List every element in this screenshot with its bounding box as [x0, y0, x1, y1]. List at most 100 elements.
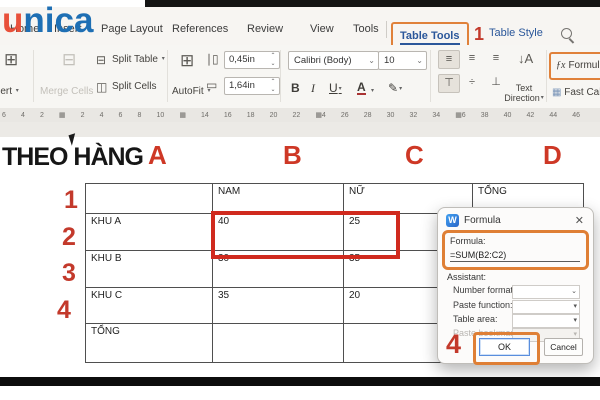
top-black-strip [145, 0, 600, 7]
insert-button[interactable]: Insert ▾ [0, 86, 19, 97]
fast-calculate-button[interactable]: ▦ Fast Calcu [552, 87, 600, 98]
ruler-mark: 10 [156, 111, 165, 119]
ruler-mark: ▦4 [315, 112, 326, 119]
ruler-mark: ▦ [58, 112, 66, 119]
underline-button[interactable]: U▾ [329, 81, 342, 95]
table-cell-a4[interactable]: KHU C [85, 287, 213, 324]
split-table-icon: ⊟ [96, 53, 107, 67]
combo-chevron-icon: ⌄ [571, 288, 577, 295]
tab-insert[interactable]: Insert [54, 23, 82, 35]
highlight-button[interactable]: ✎▾ [388, 81, 402, 95]
text-direction-button[interactable]: Text Direction▾ [504, 83, 544, 103]
ruler-mark: ▦ [179, 112, 186, 119]
align-top-left-button[interactable]: ≡ [438, 50, 460, 69]
ruler-mark: 2 [39, 111, 44, 119]
autofit-button[interactable]: AutoFit ▾ [172, 86, 211, 97]
logo-letters-nica: nica [23, 1, 94, 40]
annotation-col-d: D [543, 140, 562, 170]
table-cell-a5[interactable]: TỔNG [85, 323, 213, 363]
chevron-down-icon: ▾ [540, 95, 544, 101]
tab-home[interactable]: Home [10, 23, 40, 35]
annotation-col-b: B [283, 140, 302, 170]
table-cell-a3[interactable]: KHU B [85, 250, 213, 288]
group-divider [430, 50, 431, 102]
annotation-col-c: C [405, 140, 424, 170]
col-width-input[interactable]: 1,64in ⌃ ⌄ [224, 77, 280, 95]
ruler-mark: 6 [2, 111, 6, 119]
ruler-mark: 30 [386, 111, 395, 119]
chevron-down-icon: ▾ [15, 88, 19, 94]
number-format-select[interactable]: ⌄ [512, 285, 580, 299]
ruler-mark: 46 [572, 111, 580, 119]
text-direction-icon: ↓A [518, 51, 534, 66]
valign-top-button[interactable]: ⊤ [438, 74, 460, 93]
table-cell-a2[interactable]: KHU A [85, 213, 213, 251]
align-center-button[interactable]: ≡ [468, 52, 476, 64]
tab-tools[interactable]: Tools [353, 23, 379, 35]
group-divider [280, 50, 281, 102]
wps-writer-icon: W [446, 214, 459, 227]
font-color-button[interactable]: A [357, 80, 366, 95]
table-cell-a1[interactable] [85, 183, 213, 214]
search-icon[interactable] [561, 28, 572, 39]
combo-chevron-icon: ⌄ [368, 56, 375, 65]
tab-page-layout[interactable]: Page Layout [101, 23, 163, 35]
spinner[interactable]: ⌃ ⌄ [270, 79, 276, 93]
ruler-mark: 8 [137, 111, 142, 119]
ruler-mark: 20 [269, 111, 278, 119]
annotation-step-4: 4 [446, 329, 462, 359]
chevron-down-icon: ▾ [338, 86, 342, 92]
ruler-mark: 18 [246, 111, 255, 119]
menu-tab-bar: Home Insert Page Layout References Revie… [0, 7, 600, 49]
annotation-ok-box [473, 332, 540, 365]
valign-bottom-button[interactable]: ⊥ [491, 76, 501, 88]
ok-button[interactable]: OK [479, 338, 530, 356]
paste-function-label: Paste function: [453, 300, 513, 310]
dropdown-arrow-icon: ▾ [573, 331, 577, 338]
ruler-mark: ▦6 [455, 112, 466, 119]
spinner[interactable]: ⌃ ⌄ [270, 53, 276, 67]
table-area-select[interactable]: ▾ [512, 314, 580, 328]
split-cells-button[interactable]: Split Cells [112, 81, 157, 92]
split-table-button[interactable]: Split Table ▾ [112, 54, 165, 65]
row-height-input[interactable]: 0,45in ⌃ ⌄ [224, 51, 280, 69]
ruler-mark: 14 [201, 111, 209, 119]
font-size-select[interactable]: 10 ⌄ [378, 51, 427, 70]
paste-function-select[interactable]: ▾ [512, 300, 580, 314]
fast-calc-icon: ▦ [552, 87, 562, 98]
valign-center-button[interactable]: ÷ [468, 76, 476, 88]
table-cell-b4[interactable]: 35 [212, 287, 344, 324]
tab-references[interactable]: References [172, 23, 229, 35]
formula-input[interactable]: =SUM(B2:C2) [450, 250, 580, 262]
annotation-col-a: A [148, 140, 167, 170]
formula-button[interactable]: ƒxFormula [549, 52, 600, 80]
bottom-black-strip [0, 377, 600, 386]
ruler-mark: 40 [503, 111, 512, 119]
row-height-icon: ∣▯ [206, 52, 219, 66]
italic-button[interactable]: I [311, 81, 315, 95]
group-divider [546, 50, 547, 102]
tab-table-tools[interactable]: Table Tools [400, 30, 460, 45]
table-cell-b5[interactable] [212, 323, 344, 363]
font-name-select[interactable]: Calibri (Body) ⌄ [288, 51, 379, 70]
chevron-down-icon: ▾ [371, 88, 375, 94]
chevron-down-icon: ▾ [207, 88, 211, 94]
autofit-icon: ⊞ [180, 51, 195, 70]
annotation-row-2: 2 [62, 223, 76, 251]
tab-review[interactable]: Review [247, 23, 284, 35]
table-cell-b1[interactable]: NAM [212, 183, 344, 214]
chevron-down-icon: ▾ [161, 56, 165, 62]
ruler-mark: 16 [223, 111, 232, 119]
annotation-row-3: 3 [62, 259, 76, 287]
tab-table-style[interactable]: Table Style [489, 27, 543, 39]
cancel-button[interactable]: Cancel [544, 338, 583, 356]
bold-button[interactable]: B [291, 81, 300, 95]
dialog-title: Formula [464, 215, 501, 226]
annotation-row-1: 1 [64, 186, 78, 214]
tab-divider [386, 21, 387, 38]
close-icon[interactable]: ✕ [574, 215, 584, 227]
align-right-button[interactable]: ≡ [492, 52, 500, 64]
insert-table-icon: ⊞ [4, 50, 19, 69]
ruler-mark: 34 [432, 111, 441, 119]
tab-view[interactable]: View [310, 23, 334, 35]
